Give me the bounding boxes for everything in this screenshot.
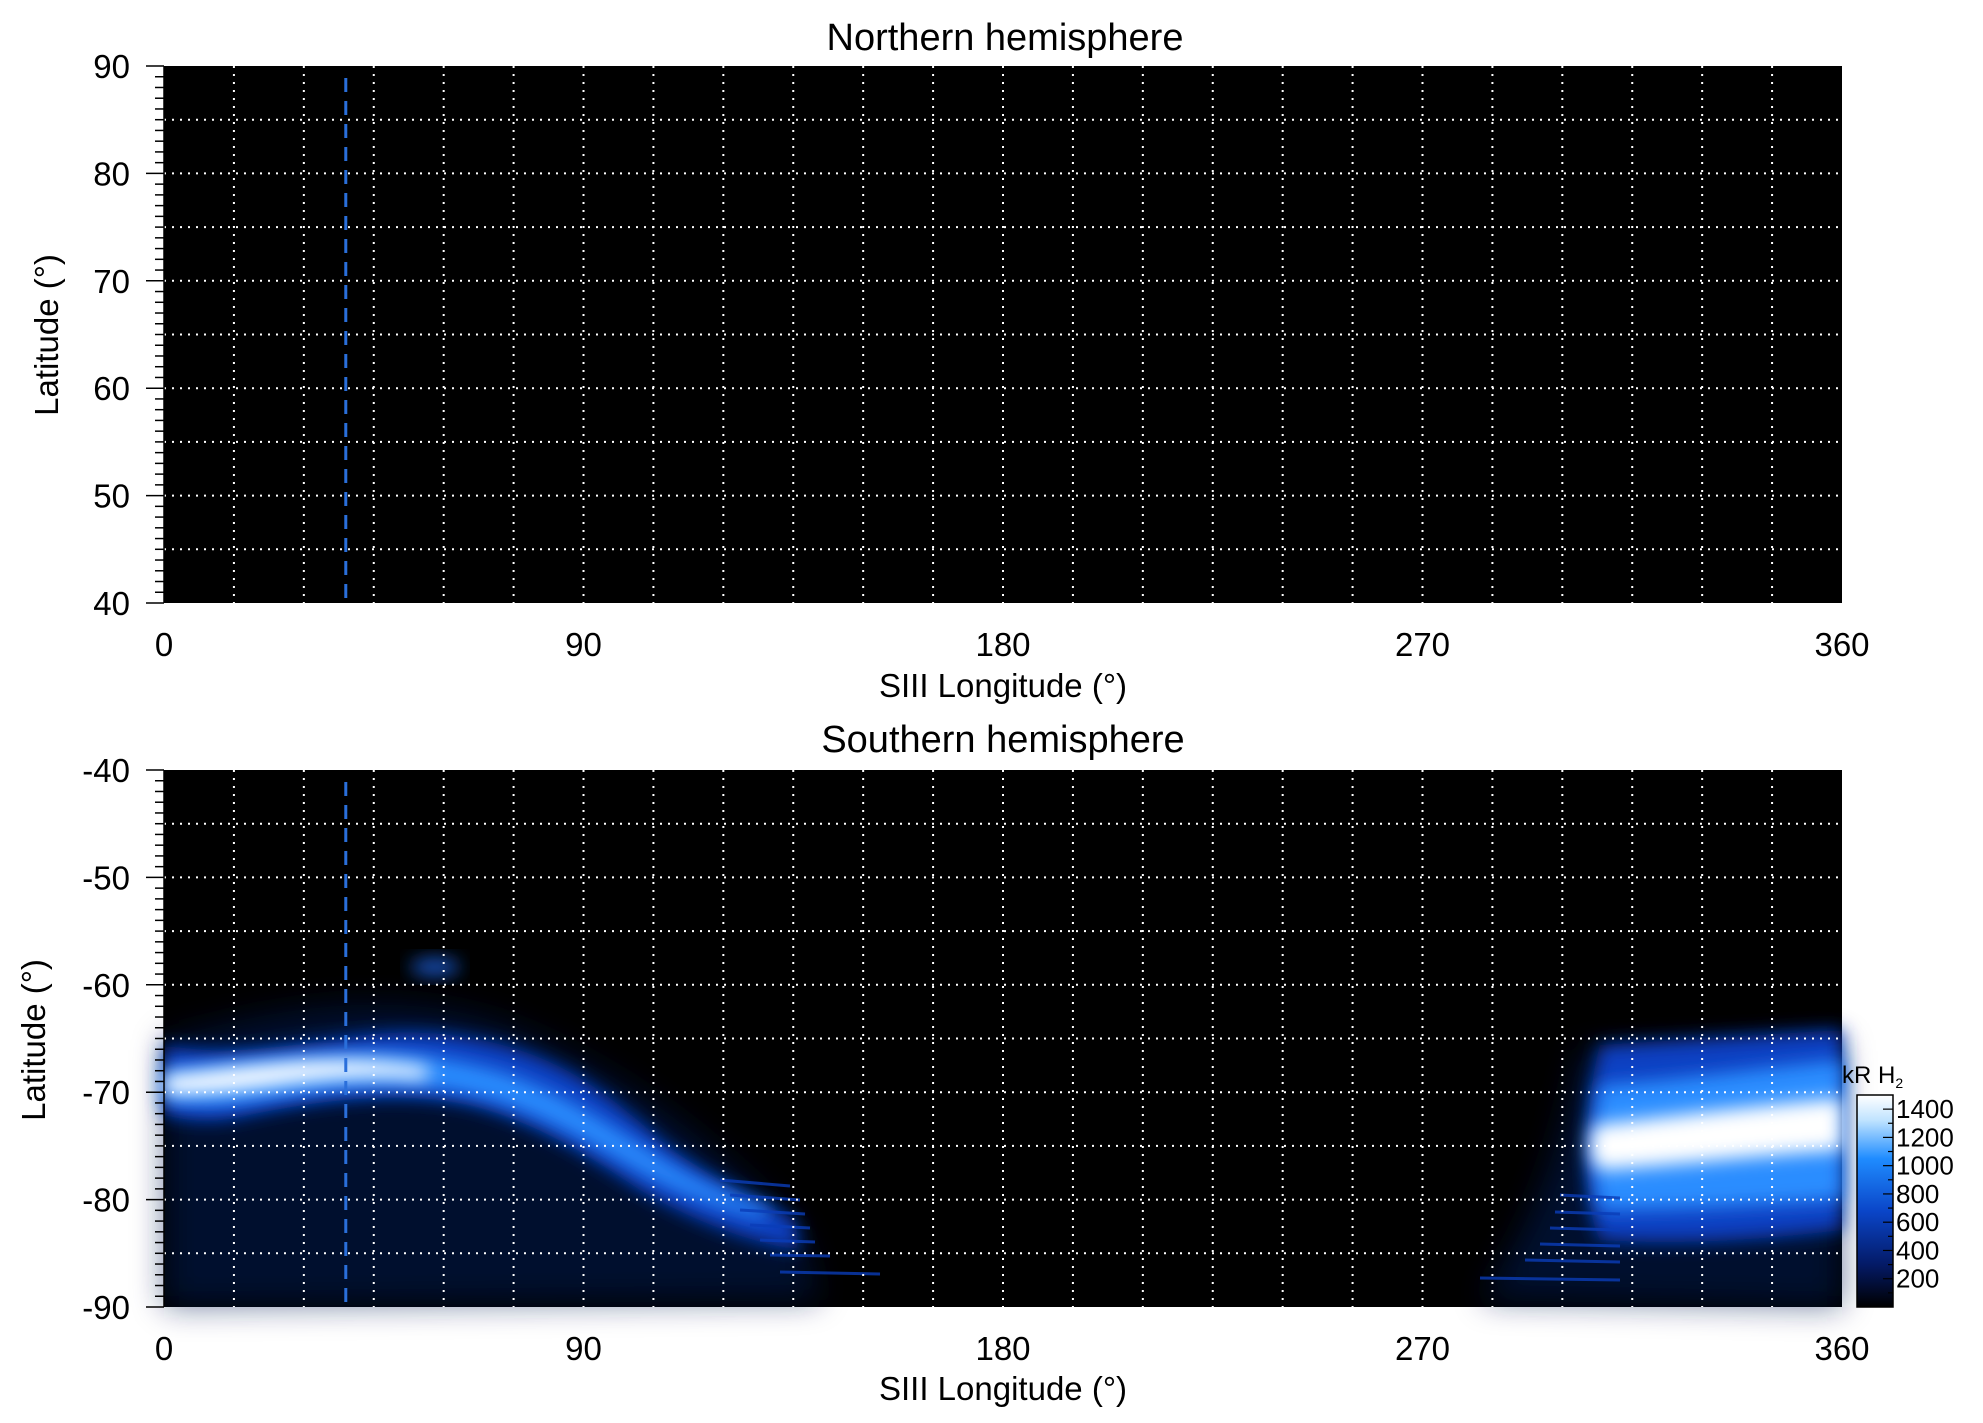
- x-tick-label: 270: [1395, 1330, 1450, 1367]
- emission-streaks-east: [1479, 1193, 1621, 1282]
- y-tick-label: 80: [93, 155, 130, 192]
- y-tick-label: -60: [82, 967, 130, 1004]
- y-tick-label: -50: [82, 859, 130, 896]
- y-tick-label: 50: [93, 478, 130, 515]
- colorbar-label-main: kR H: [1842, 1062, 1895, 1089]
- x-tick-label: 0: [155, 626, 173, 663]
- southern-title: Southern hemisphere: [821, 719, 1184, 761]
- colorbar-tick-label: 400: [1896, 1235, 1939, 1265]
- colorbar-tick-label: 600: [1896, 1207, 1939, 1237]
- y-tick-label: -90: [82, 1289, 130, 1326]
- y-tick-label: 70: [93, 263, 130, 300]
- emission-oval-core-west: [164, 1060, 430, 1095]
- northern-x-axis: 0 90 180 270 360: [155, 626, 1870, 663]
- x-tick-label: 180: [975, 1330, 1030, 1367]
- y-tick-label: 40: [93, 585, 130, 622]
- southern-y-axis: -40 -50 -60 -70 -80 -90: [82, 752, 165, 1326]
- colorbar-tick-label: 1000: [1896, 1151, 1954, 1181]
- southern-x-axis: 0 90 180 270 360: [155, 1330, 1870, 1367]
- colorbar-label-subscript: 2: [1895, 1075, 1903, 1091]
- x-tick-label: 90: [565, 626, 602, 663]
- southern-x-axis-label: SIII Longitude (°): [879, 1370, 1127, 1407]
- northern-panel: Northern hemisphere 40 50 60 70 80 90 0 90 180 2…: [28, 17, 1870, 704]
- southern-emission-map: [164, 958, 1842, 1307]
- y-tick-label: -70: [82, 1074, 130, 1111]
- northern-y-axis: 40 50 60 70 80 90: [93, 48, 165, 622]
- x-tick-label: 90: [565, 1330, 602, 1367]
- colorbar-tick-label: 800: [1896, 1179, 1939, 1209]
- x-tick-label: 360: [1814, 626, 1869, 663]
- y-tick-label: 90: [93, 48, 130, 85]
- northern-title: Northern hemisphere: [827, 17, 1184, 59]
- x-tick-label: 270: [1395, 626, 1450, 663]
- northern-y-axis-label: Latitude (°): [28, 254, 65, 416]
- northern-x-axis-label: SIII Longitude (°): [879, 667, 1127, 704]
- emission-streaks-west: [719, 1178, 881, 1276]
- northern-grid: [164, 66, 1842, 603]
- emission-isolated-spot: [410, 958, 460, 976]
- y-tick-label: -80: [82, 1182, 130, 1219]
- colorbar-tick-label: 200: [1896, 1264, 1939, 1294]
- emission-oval-core-east: [1590, 1098, 1842, 1170]
- southern-y-axis-label: Latitude (°): [15, 959, 52, 1121]
- x-tick-label: 180: [975, 626, 1030, 663]
- x-tick-label: 0: [155, 1330, 173, 1367]
- y-tick-label: -40: [82, 752, 130, 789]
- colorbar-label: kR H2: [1842, 1062, 1903, 1091]
- x-tick-label: 360: [1814, 1330, 1869, 1367]
- colorbar-gradient: [1856, 1094, 1894, 1308]
- y-tick-label: 60: [93, 370, 130, 407]
- southern-panel: Southern hemisphere: [15, 719, 1870, 1407]
- colorbar-tick-label: 1400: [1896, 1094, 1954, 1124]
- southern-grid: [164, 770, 1842, 1307]
- colorbar-tick-label: 1200: [1896, 1122, 1954, 1152]
